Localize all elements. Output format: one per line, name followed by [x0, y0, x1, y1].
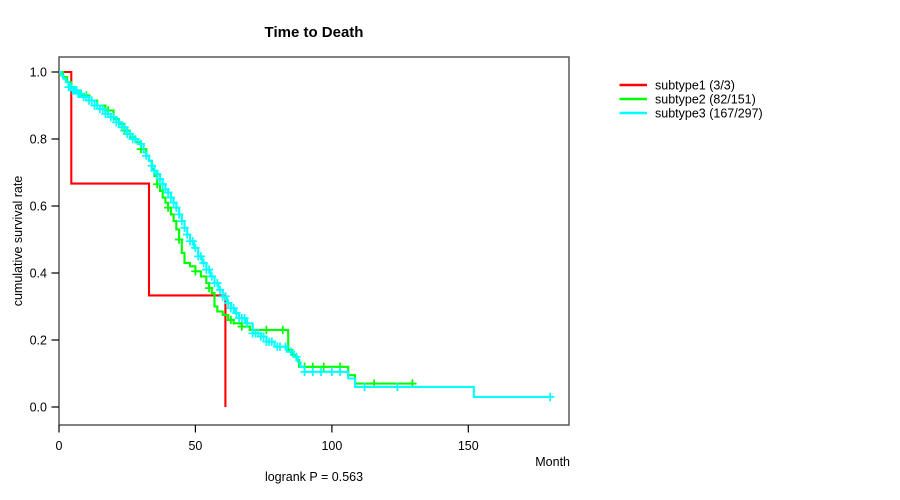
legend-label-subtype1: subtype1 (3/3)	[655, 78, 735, 92]
y-tick-label: 0.0	[30, 400, 47, 414]
x-tick-label: 150	[458, 439, 479, 453]
x-axis-title: Month	[535, 455, 570, 469]
y-axis: 0.0 0.2 0.4 0.6 0.8 1.0	[30, 65, 59, 414]
survival-curve-subtype2	[59, 70, 413, 385]
y-tick-label: 1.0	[30, 65, 47, 79]
censor-marks-subtype3	[64, 82, 555, 402]
logrank-pvalue: logrank P = 0.563	[265, 470, 363, 484]
x-tick-label: 50	[188, 439, 202, 453]
y-tick-label: 0.4	[30, 266, 47, 280]
y-axis-title: cumulative survival rate	[11, 176, 25, 307]
legend: subtype1 (3/3) subtype2 (82/151) subtype…	[619, 78, 763, 120]
survival-curve-subtype1	[59, 70, 227, 407]
y-tick-label: 0.6	[30, 199, 47, 213]
y-tick-label: 0.2	[30, 333, 47, 347]
plot-box	[58, 56, 570, 426]
curves-layer	[59, 70, 555, 407]
legend-label-subtype3: subtype3 (167/297)	[655, 106, 763, 120]
legend-label-subtype2: subtype2 (82/151)	[655, 92, 756, 106]
x-axis: 0 50 100 150	[56, 425, 479, 453]
y-tick-label: 0.8	[30, 132, 47, 146]
x-tick-label: 100	[321, 439, 342, 453]
chart-title: Time to Death	[265, 24, 364, 41]
x-tick-label: 0	[56, 439, 63, 453]
survival-curve-subtype3	[59, 70, 551, 398]
